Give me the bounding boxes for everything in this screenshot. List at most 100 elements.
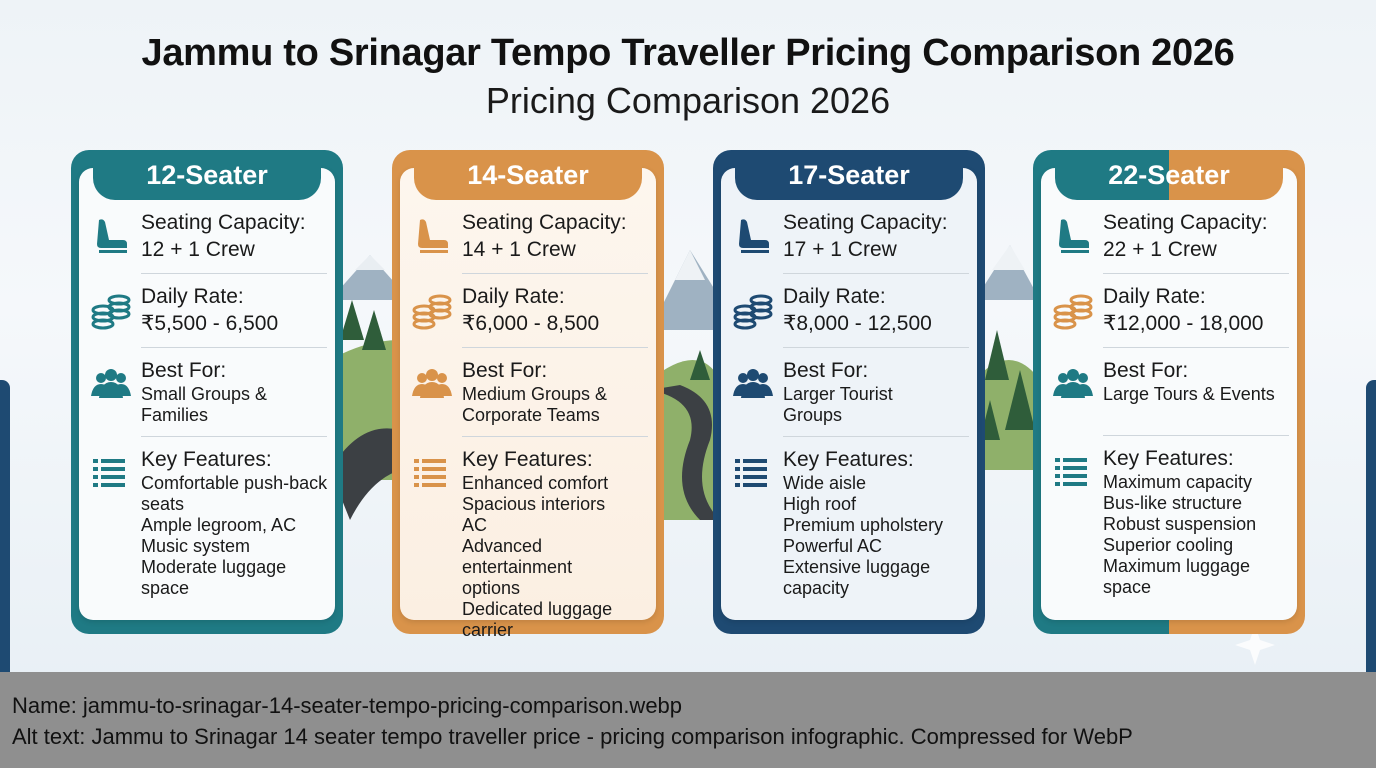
best-for-line: Medium Groups & (462, 384, 608, 404)
divider (783, 347, 969, 348)
card-body: Seating Capacity: 12 + 1 Crew Daily Rate… (71, 210, 343, 599)
feature-item: AC (462, 515, 488, 535)
seat-icon (418, 219, 448, 253)
page-title: Jammu to Srinagar Tempo Traveller Pricin… (141, 32, 1235, 74)
rate-value: ₹5,500 - 6,500 (141, 312, 279, 335)
best-for-label: Best For: (1103, 359, 1189, 382)
rate-label: Daily Rate: (462, 285, 565, 308)
caption-alt-label: Alt text: (12, 724, 86, 749)
group-icon (733, 369, 773, 398)
rate-label: Daily Rate: (141, 285, 244, 308)
feature-item: Spacious interiors (462, 494, 606, 514)
features-label: Key Features: (1103, 447, 1234, 470)
divider (783, 273, 969, 274)
best-for-line: Large Tours & Events (1103, 384, 1275, 404)
list-icon (93, 459, 125, 487)
list-icon (1055, 458, 1087, 486)
best-for-label: Best For: (141, 359, 227, 382)
best-row: Best For: Larger Tourist Groups (713, 358, 985, 426)
capacity-row: Seating Capacity: 22 + 1 Crew (1033, 210, 1305, 263)
card-14-seater: 14-Seater Seating Capacity: 14 + 1 Crew … (392, 150, 664, 640)
feature-item: capacity (783, 578, 850, 598)
features-row: Key Features: Comfortable push-back seat… (71, 447, 343, 599)
capacity-value: 12 + 1 Crew (141, 238, 255, 261)
best-for-label: Best For: (462, 359, 548, 382)
features-row: Key Features: Enhanced comfort Spacious … (392, 447, 664, 641)
card-header: 12-Seater (93, 150, 321, 200)
card-header: 14-Seater (414, 150, 642, 200)
rate-row: Daily Rate: ₹12,000 - 18,000 (1033, 284, 1305, 337)
features-label: Key Features: (462, 448, 593, 471)
group-icon (1053, 369, 1093, 398)
list-icon (414, 459, 446, 487)
seat-icon (739, 219, 769, 253)
features-row: Key Features: Maximum capacity Bus-like … (1033, 446, 1305, 598)
best-row: Best For: Medium Groups & Corporate Team… (392, 358, 664, 426)
features-label: Key Features: (783, 448, 914, 471)
divider (462, 347, 648, 348)
card-17-seater: 17-Seater Seating Capacity: 17 + 1 Crew … (713, 150, 985, 634)
feature-item: Maximum capacity (1103, 472, 1253, 492)
feature-item: options (462, 578, 521, 598)
features-row: Key Features: Wide aisle High roof Premi… (713, 447, 985, 599)
image-caption: Name: jammu-to-srinagar-14-seater-tempo-… (0, 672, 1376, 768)
caption-name-label: Name (12, 693, 71, 718)
feature-item: High roof (783, 494, 857, 514)
feature-item: Moderate luggage space (141, 557, 287, 598)
feature-item: Maximum luggage space (1103, 556, 1251, 597)
divider (1103, 435, 1289, 436)
best-for-line: Small Groups & (141, 384, 268, 404)
seat-icon (1059, 219, 1089, 253)
caption-alt-value: Jammu to Srinagar 14 seater tempo travel… (85, 724, 1133, 749)
page-subtitle: Pricing Comparison 2026 (485, 80, 891, 121)
rate-label: Daily Rate: (783, 285, 886, 308)
divider (141, 273, 327, 274)
card-header: 17-Seater (735, 150, 963, 200)
capacity-row: Seating Capacity: 12 + 1 Crew (71, 210, 343, 263)
feature-item: Ample legroom, AC (141, 515, 297, 535)
card-12-seater: 12-Seater Seating Capacity: 12 + 1 Crew … (71, 150, 343, 634)
feature-item: Comfortable push-back (141, 473, 328, 493)
feature-item: Powerful AC (783, 536, 883, 556)
divider (783, 436, 969, 437)
divider (462, 273, 648, 274)
seat-icon (97, 219, 127, 253)
rate-value: ₹6,000 - 8,500 (462, 312, 600, 335)
coins-icon (91, 294, 131, 330)
feature-item: Enhanced comfort (462, 473, 609, 493)
rate-label: Daily Rate: (1103, 285, 1206, 308)
feature-item: Extensive luggage (783, 557, 931, 577)
rate-row: Daily Rate: ₹5,500 - 6,500 (71, 284, 343, 337)
capacity-label: Seating Capacity: (783, 211, 948, 234)
divider (1103, 273, 1289, 274)
feature-item: Robust suspension (1103, 514, 1257, 534)
coins-icon (733, 294, 773, 330)
card-header: 22-Seater (1055, 150, 1283, 200)
best-row: Best For: Large Tours & Events (1033, 358, 1305, 405)
feature-item: Premium upholstery (783, 515, 944, 535)
coins-icon (412, 294, 452, 330)
card-22-seater: 22-Seater Seating Capacity: 22 + 1 Crew … (1033, 150, 1305, 634)
capacity-label: Seating Capacity: (1103, 211, 1268, 234)
capacity-label: Seating Capacity: (462, 211, 627, 234)
card-body: Seating Capacity: 14 + 1 Crew Daily Rate… (392, 210, 664, 641)
feature-item: Wide aisle (783, 473, 867, 493)
divider (1103, 347, 1289, 348)
feature-item: Bus-like structure (1103, 493, 1243, 513)
card-body: Seating Capacity: 17 + 1 Crew Daily Rate… (713, 210, 985, 599)
infographic-scene: Jammu to Srinagar Tempo Traveller Pricin… (0, 32, 1376, 672)
divider (141, 347, 327, 348)
best-for-line: Families (141, 405, 209, 425)
coins-icon (1053, 294, 1093, 330)
feature-item: Music system (141, 536, 251, 556)
divider (462, 436, 648, 437)
feature-item: Superior cooling (1103, 535, 1234, 555)
rate-row: Daily Rate: ₹6,000 - 8,500 (392, 284, 664, 337)
capacity-row: Seating Capacity: 17 + 1 Crew (713, 210, 985, 263)
caption-alt-line: Alt text: Jammu to Srinagar 14 seater te… (12, 721, 1364, 752)
left-accent-bar (0, 380, 10, 672)
feature-item: Advanced entertainment (462, 536, 573, 577)
best-for-line: Groups (783, 405, 843, 425)
group-icon (412, 369, 452, 398)
capacity-value: 22 + 1 Crew (1103, 238, 1217, 261)
